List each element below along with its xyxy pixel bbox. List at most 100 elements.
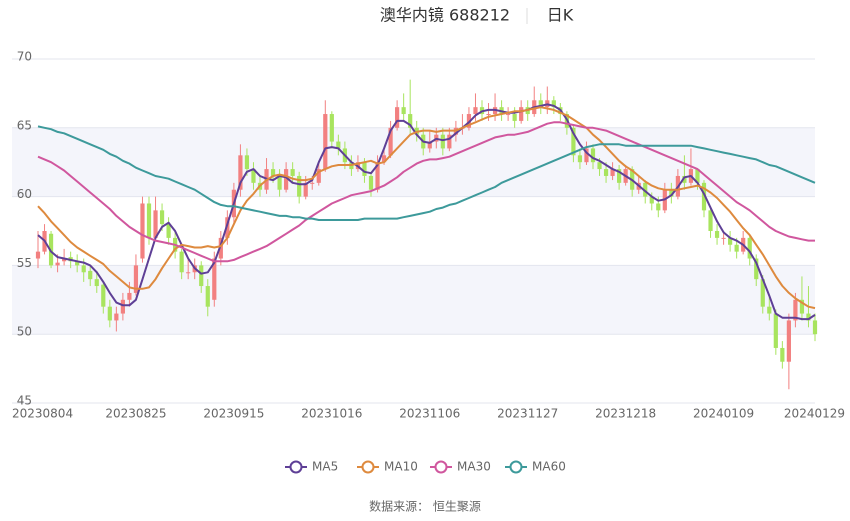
candle-body (440, 134, 445, 149)
candle-body (388, 127, 393, 156)
candle-body (617, 169, 622, 183)
ma-line (37, 121, 815, 263)
candle-body (205, 286, 210, 307)
plot-background (12, 58, 815, 404)
candle-body (62, 258, 67, 262)
candle-body (244, 155, 250, 170)
candle-body (251, 169, 256, 183)
candle-body (512, 114, 517, 121)
candle-body (199, 265, 204, 287)
candle-body (767, 306, 772, 314)
legend-item[interactable]: MA60 (505, 460, 566, 474)
candle-body (708, 210, 713, 231)
candle-body (329, 114, 334, 142)
legend-marker (361, 460, 375, 474)
candle-body (375, 162, 380, 190)
candle-body (754, 258, 759, 280)
candle-body (584, 148, 589, 163)
legend-item[interactable]: MA10 (357, 460, 418, 474)
candle-body (362, 162, 367, 176)
candle-body (447, 134, 452, 149)
candle-body (610, 169, 615, 176)
x-tick-label: 20230915 (203, 407, 264, 421)
candle-body (669, 189, 674, 197)
ma-line (37, 103, 816, 321)
candle-body (780, 347, 785, 362)
x-tick-label: 20231016 (301, 407, 362, 421)
y-tick-label: 45 (17, 394, 32, 408)
candle-body (114, 313, 119, 321)
candle-body (186, 272, 191, 274)
candle-body (577, 155, 583, 163)
candle-body (316, 169, 321, 183)
candle-body (48, 233, 54, 266)
candle-body (597, 162, 602, 170)
candle-body (55, 262, 60, 266)
candle-body (323, 114, 328, 170)
candle-body (747, 237, 752, 259)
x-tick-label: 20231218 (595, 407, 656, 421)
x-tick-label: 20240129 (784, 407, 845, 421)
candle-body (408, 114, 413, 128)
candle-body (519, 107, 524, 121)
candle-body (225, 217, 230, 238)
candle-body (381, 155, 387, 163)
ma-line (37, 106, 816, 310)
candle-body (721, 237, 726, 239)
candle-body (120, 299, 125, 314)
candle-body (107, 306, 112, 321)
candle-body (81, 265, 86, 273)
y-tick-label: 55 (17, 256, 32, 270)
candle-body (75, 261, 80, 266)
candle-body (153, 210, 158, 238)
candle-body (277, 175, 282, 190)
candle-body (94, 279, 99, 287)
candle-body (649, 196, 654, 204)
candle-body (786, 320, 791, 362)
candle-body (538, 100, 543, 108)
candle-body (486, 114, 491, 116)
candle-body (270, 169, 276, 176)
candle-body (682, 175, 687, 183)
candle-body (695, 169, 700, 183)
y-tick-label: 70 (17, 50, 32, 64)
legend-label: MA30 (457, 460, 491, 474)
candle-body (506, 114, 511, 116)
x-tick-label: 20230804 (12, 407, 73, 421)
candle-body (395, 107, 400, 128)
candle-body (714, 231, 720, 238)
legend-item[interactable]: MA5 (285, 460, 338, 474)
candle-body (218, 237, 223, 259)
candle-body (133, 265, 139, 293)
candle-body (368, 175, 374, 190)
x-tick-label: 20230825 (105, 407, 166, 421)
candle-body (728, 237, 733, 245)
y-tick-label: 65 (17, 118, 32, 132)
candle-body (238, 155, 243, 190)
candle-body (806, 313, 811, 321)
x-tick-label: 20231127 (497, 407, 558, 421)
candle-body (812, 320, 818, 335)
y-tick-label: 50 (17, 325, 32, 339)
x-tick-label: 20240109 (693, 407, 754, 421)
candle-body (284, 169, 289, 190)
ma-line (37, 125, 816, 221)
legend-item[interactable]: MA30 (430, 460, 491, 474)
candle-body (140, 203, 145, 259)
candle-body (603, 169, 609, 176)
candle-body (88, 270, 93, 280)
candle-body (760, 279, 765, 307)
candle-body (336, 141, 341, 149)
candle-body (127, 292, 132, 300)
candle-body (401, 107, 406, 115)
legend-marker (509, 460, 523, 474)
candle-body (310, 182, 315, 184)
candle-body (179, 251, 184, 273)
candle-body (793, 299, 798, 321)
candle-body (166, 224, 171, 238)
legend-marker (434, 460, 448, 474)
legend-label: MA60 (532, 460, 566, 474)
candle-body (734, 244, 739, 252)
candle-body (656, 203, 661, 211)
